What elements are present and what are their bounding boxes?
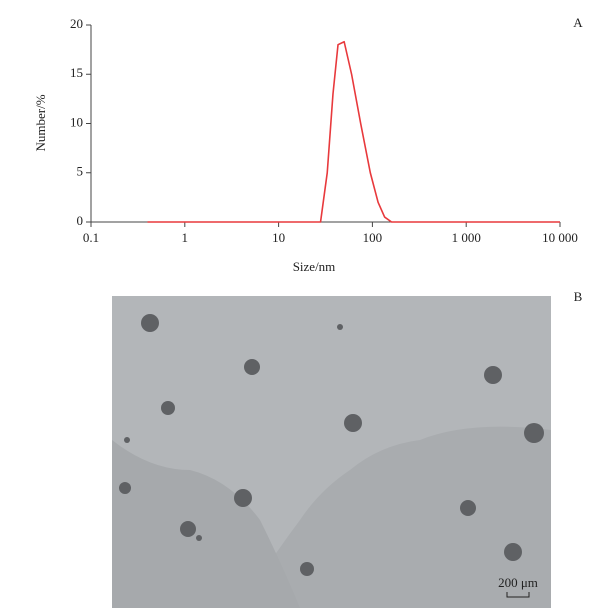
x-tick-label: 0.1 <box>83 230 99 245</box>
y-tick-label: 20 <box>70 16 83 31</box>
x-axis-title: Size/nm <box>293 259 336 274</box>
particle <box>119 482 131 494</box>
particle <box>524 423 544 443</box>
particle <box>244 359 260 375</box>
particle <box>124 437 130 443</box>
scale-bar <box>506 592 530 598</box>
y-tick-label: 10 <box>70 114 83 129</box>
particle <box>460 500 476 516</box>
particle <box>337 324 343 330</box>
y-axis-title: Number/% <box>33 94 48 151</box>
film-region <box>112 440 300 608</box>
x-tick-label: 10 <box>272 230 285 245</box>
particle <box>196 535 202 541</box>
particle <box>344 414 362 432</box>
micrograph: 200 μm <box>112 296 551 608</box>
particle <box>504 543 522 561</box>
x-tick-label: 1 <box>182 230 189 245</box>
scale-bar-label: 200 μm <box>498 575 538 590</box>
particle <box>484 366 502 384</box>
y-tick-label: 15 <box>70 65 83 80</box>
data-line <box>147 40 560 223</box>
particle <box>141 314 159 332</box>
particle <box>234 489 252 507</box>
y-tick-label: 0 <box>77 213 84 228</box>
panel-label: A <box>573 15 583 30</box>
y-tick-label: 5 <box>77 164 84 179</box>
x-tick-label: 100 <box>363 230 383 245</box>
particles <box>119 314 544 576</box>
particle <box>161 401 175 415</box>
x-tick-label: 1 000 <box>452 230 481 245</box>
particle <box>180 521 196 537</box>
particle <box>300 562 314 576</box>
panel-label: B <box>574 289 583 304</box>
x-tick-label: 10 000 <box>542 230 578 245</box>
